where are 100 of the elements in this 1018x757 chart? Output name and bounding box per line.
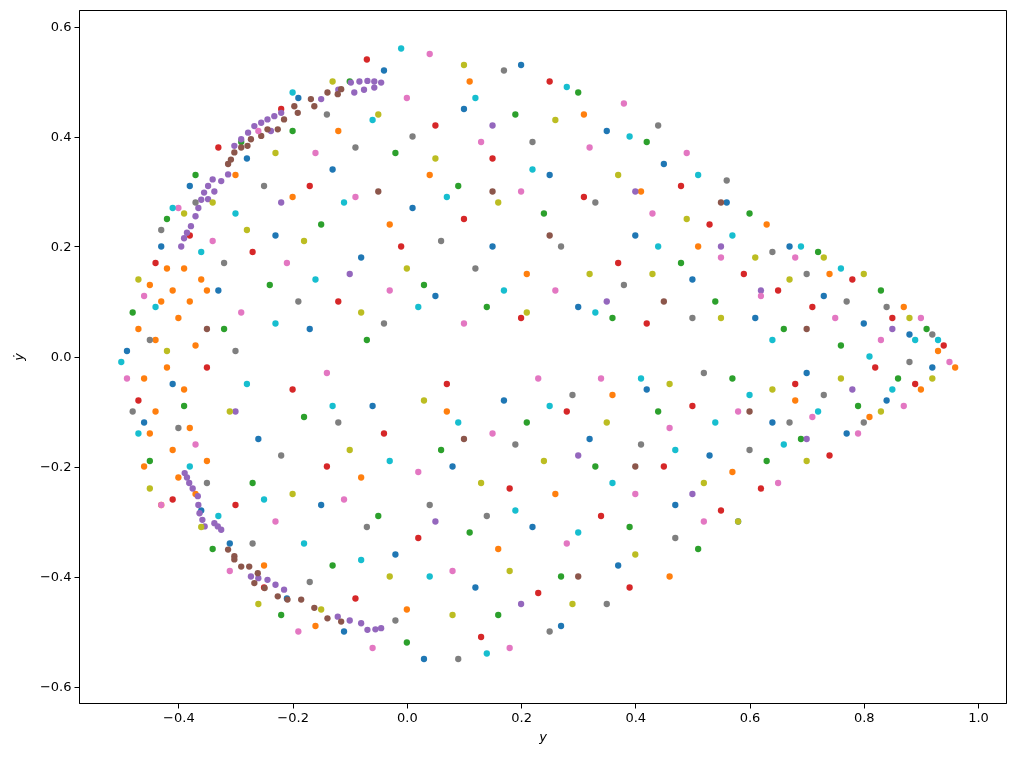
point xyxy=(729,232,736,239)
point xyxy=(324,89,331,96)
point xyxy=(477,479,485,487)
point xyxy=(952,364,959,371)
point xyxy=(557,573,565,580)
point xyxy=(854,430,862,437)
point xyxy=(689,276,696,283)
point xyxy=(889,314,896,322)
point xyxy=(135,325,142,333)
point xyxy=(163,364,171,371)
point xyxy=(426,573,433,580)
point xyxy=(489,155,496,162)
point xyxy=(483,650,490,657)
point xyxy=(426,501,433,509)
point xyxy=(620,100,628,107)
point xyxy=(403,265,411,272)
point xyxy=(449,463,456,470)
point xyxy=(797,243,805,250)
point xyxy=(455,655,462,663)
point xyxy=(258,132,265,140)
point xyxy=(306,578,313,586)
point xyxy=(175,424,182,432)
point xyxy=(683,215,690,223)
point xyxy=(575,303,582,311)
point xyxy=(712,419,719,426)
point xyxy=(352,595,359,602)
point xyxy=(203,364,211,371)
point xyxy=(592,309,599,316)
point xyxy=(780,441,787,448)
point xyxy=(592,199,599,206)
point xyxy=(186,298,193,305)
point xyxy=(346,446,353,454)
point xyxy=(803,457,810,465)
point xyxy=(603,127,610,135)
point xyxy=(291,103,298,110)
point xyxy=(403,606,411,613)
point xyxy=(380,67,388,74)
point xyxy=(158,226,165,234)
point xyxy=(209,237,216,245)
point xyxy=(495,199,502,206)
point xyxy=(255,435,262,443)
point xyxy=(786,276,793,283)
point xyxy=(717,199,725,206)
point xyxy=(597,375,605,382)
point xyxy=(660,160,668,168)
point xyxy=(312,622,319,630)
point xyxy=(152,336,159,344)
point xyxy=(163,265,171,272)
point xyxy=(123,347,131,355)
point xyxy=(215,287,222,294)
point xyxy=(940,342,947,349)
point xyxy=(729,468,736,476)
point xyxy=(803,325,810,333)
point xyxy=(323,463,331,470)
point xyxy=(837,342,845,349)
point xyxy=(255,127,262,135)
point xyxy=(580,111,588,118)
point xyxy=(929,331,936,338)
point xyxy=(615,171,622,179)
point xyxy=(843,298,850,305)
point xyxy=(409,204,416,212)
point xyxy=(363,523,371,531)
point xyxy=(340,199,348,206)
point xyxy=(146,336,153,344)
point xyxy=(666,380,673,388)
point xyxy=(203,325,211,333)
point xyxy=(312,276,319,283)
y-tick-label: −0.6 xyxy=(39,679,72,694)
point xyxy=(523,270,530,278)
point xyxy=(746,391,753,399)
point xyxy=(523,419,530,426)
point xyxy=(180,402,188,410)
point xyxy=(135,430,142,437)
point xyxy=(403,639,411,646)
point xyxy=(352,193,359,201)
point xyxy=(169,446,176,454)
x-tick-label: 0.8 xyxy=(853,709,875,725)
point xyxy=(603,419,610,426)
point xyxy=(426,171,433,179)
point xyxy=(118,358,125,366)
point xyxy=(318,501,325,509)
point xyxy=(295,94,302,102)
point xyxy=(369,644,376,652)
point xyxy=(769,386,776,393)
point xyxy=(517,314,525,322)
point xyxy=(906,314,913,322)
point xyxy=(300,540,308,547)
point xyxy=(380,430,388,437)
point xyxy=(140,375,148,382)
point xyxy=(906,331,913,338)
point xyxy=(460,105,468,113)
point xyxy=(357,309,365,316)
point xyxy=(740,270,747,278)
point xyxy=(723,177,730,184)
point xyxy=(649,270,656,278)
point xyxy=(672,501,679,509)
point xyxy=(809,303,816,311)
point xyxy=(552,490,559,498)
point xyxy=(192,171,199,179)
point xyxy=(135,276,142,283)
